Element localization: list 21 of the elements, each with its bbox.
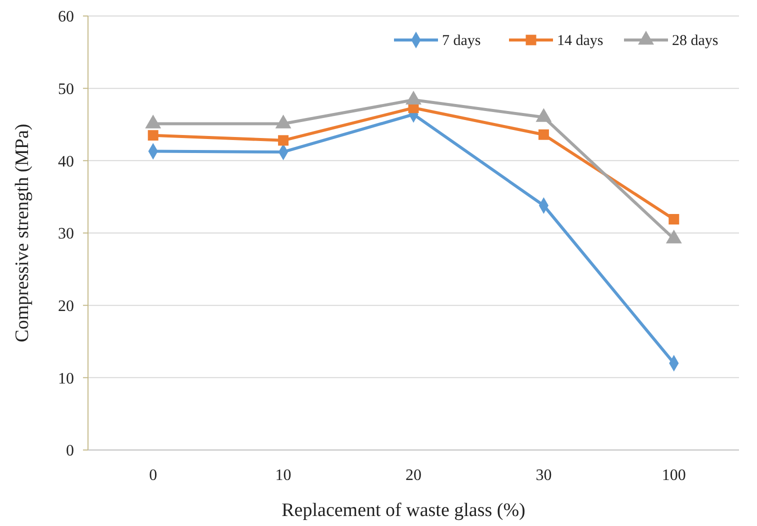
x-tick-label: 30 [536, 467, 552, 484]
legend-label: 14 days [557, 33, 604, 49]
x-tick-label: 0 [149, 467, 158, 484]
y-tick-label: 60 [58, 8, 74, 26]
point [278, 135, 289, 146]
x-axis-title: Replacement of waste glass (%) [282, 500, 526, 521]
y-tick-label: 20 [58, 298, 74, 315]
legend-label: 28 days [672, 33, 718, 49]
legend-label: 7 days [442, 33, 481, 49]
y-tick-label: 30 [58, 226, 74, 243]
point [148, 130, 158, 141]
y-tick-label: 10 [58, 370, 74, 388]
x-tick-label: 20 [406, 467, 422, 484]
x-tick-label: 10 [275, 467, 292, 484]
y-tick-label: 40 [58, 153, 74, 170]
y-axis-title: Compressive strength (MPa) [12, 124, 33, 342]
y-tick-label: 50 [58, 80, 74, 98]
y-tick-label: 0 [66, 442, 74, 460]
point [668, 214, 680, 224]
x-tick-label: 100 [662, 467, 686, 484]
point [538, 129, 549, 140]
